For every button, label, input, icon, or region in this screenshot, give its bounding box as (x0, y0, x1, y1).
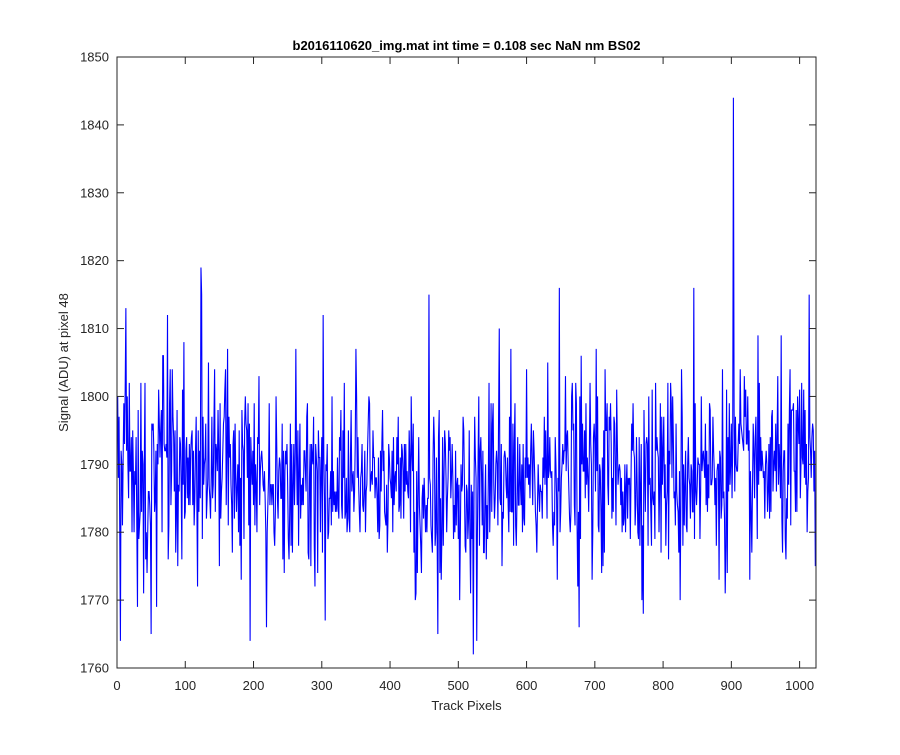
y-tick-label: 1800 (80, 389, 109, 404)
y-tick-label: 1840 (80, 117, 109, 132)
x-tick-label: 500 (447, 678, 469, 693)
x-tick-label: 0 (113, 678, 120, 693)
series-line (117, 97, 816, 655)
axes-box (116, 56, 817, 669)
y-tick-label: 1810 (80, 321, 109, 336)
x-tick-label: 700 (584, 678, 606, 693)
ticks-layer: 0 100 200 300 400 500 600 700 800 900 1000 1760 1770… (80, 50, 816, 693)
x-axis-label: Track Pixels (431, 698, 502, 713)
y-tick-label: 1830 (80, 185, 109, 200)
plot-area-background (117, 57, 816, 668)
y-tick-label: 1850 (80, 50, 109, 65)
y-tick-label: 1760 (80, 661, 109, 676)
y-tick-label: 1770 (80, 593, 109, 608)
chart-title: b2016110620_img.mat int time = 0.108 sec… (293, 38, 641, 53)
x-tick-label: 1000 (785, 678, 814, 693)
x-tick-label: 400 (379, 678, 401, 693)
x-tick-label: 200 (243, 678, 265, 693)
series-layer (117, 97, 816, 655)
x-tick-label: 100 (174, 678, 196, 693)
x-tick-label: 800 (652, 678, 674, 693)
x-tick-label: 300 (311, 678, 333, 693)
y-axis-label: Signal (ADU) at pixel 48 (56, 293, 71, 432)
x-tick-label: 900 (721, 678, 743, 693)
y-tick-label: 1820 (80, 253, 109, 268)
y-tick-label: 1790 (80, 457, 109, 472)
y-tick-label: 1780 (80, 525, 109, 540)
x-tick-label: 600 (516, 678, 538, 693)
